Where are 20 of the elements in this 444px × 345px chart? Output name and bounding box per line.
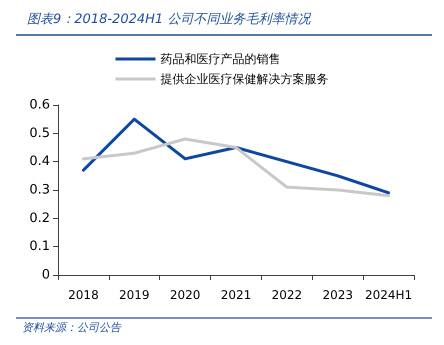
x-tick-label: 2022 bbox=[272, 288, 302, 302]
y-tick-label: 0.2 bbox=[29, 210, 50, 226]
x-tick-label: 2019 bbox=[119, 288, 150, 302]
legend-label: 提供企业医疗保健解决方案服务 bbox=[160, 72, 328, 86]
text: 资料来源：公司公告 bbox=[22, 321, 122, 334]
y-tick-label: 0.4 bbox=[29, 154, 50, 170]
x-tick-label: 2023 bbox=[322, 288, 353, 302]
line-series bbox=[82, 138, 390, 198]
y-tick-label: 0.6 bbox=[29, 98, 50, 112]
y-tick-label: 0.5 bbox=[29, 126, 50, 141]
y-tick-label: 0.3 bbox=[29, 182, 50, 198]
x-tick-label: 2018 bbox=[68, 288, 99, 302]
legend-label: 药品和医疗产品的销售 bbox=[160, 52, 280, 66]
x-tick-label: 2024H1 bbox=[364, 288, 412, 302]
line-series bbox=[82, 118, 390, 194]
x-tick-label: 2020 bbox=[170, 288, 200, 302]
x-tick-label: 2021 bbox=[220, 288, 252, 302]
y-tick-label: 0 bbox=[42, 268, 50, 282]
chart-title: 图表9：2018-2024H1 公司不同业务毛利率情况 bbox=[27, 11, 312, 27]
y-tick-label: 0.1 bbox=[29, 239, 50, 254]
